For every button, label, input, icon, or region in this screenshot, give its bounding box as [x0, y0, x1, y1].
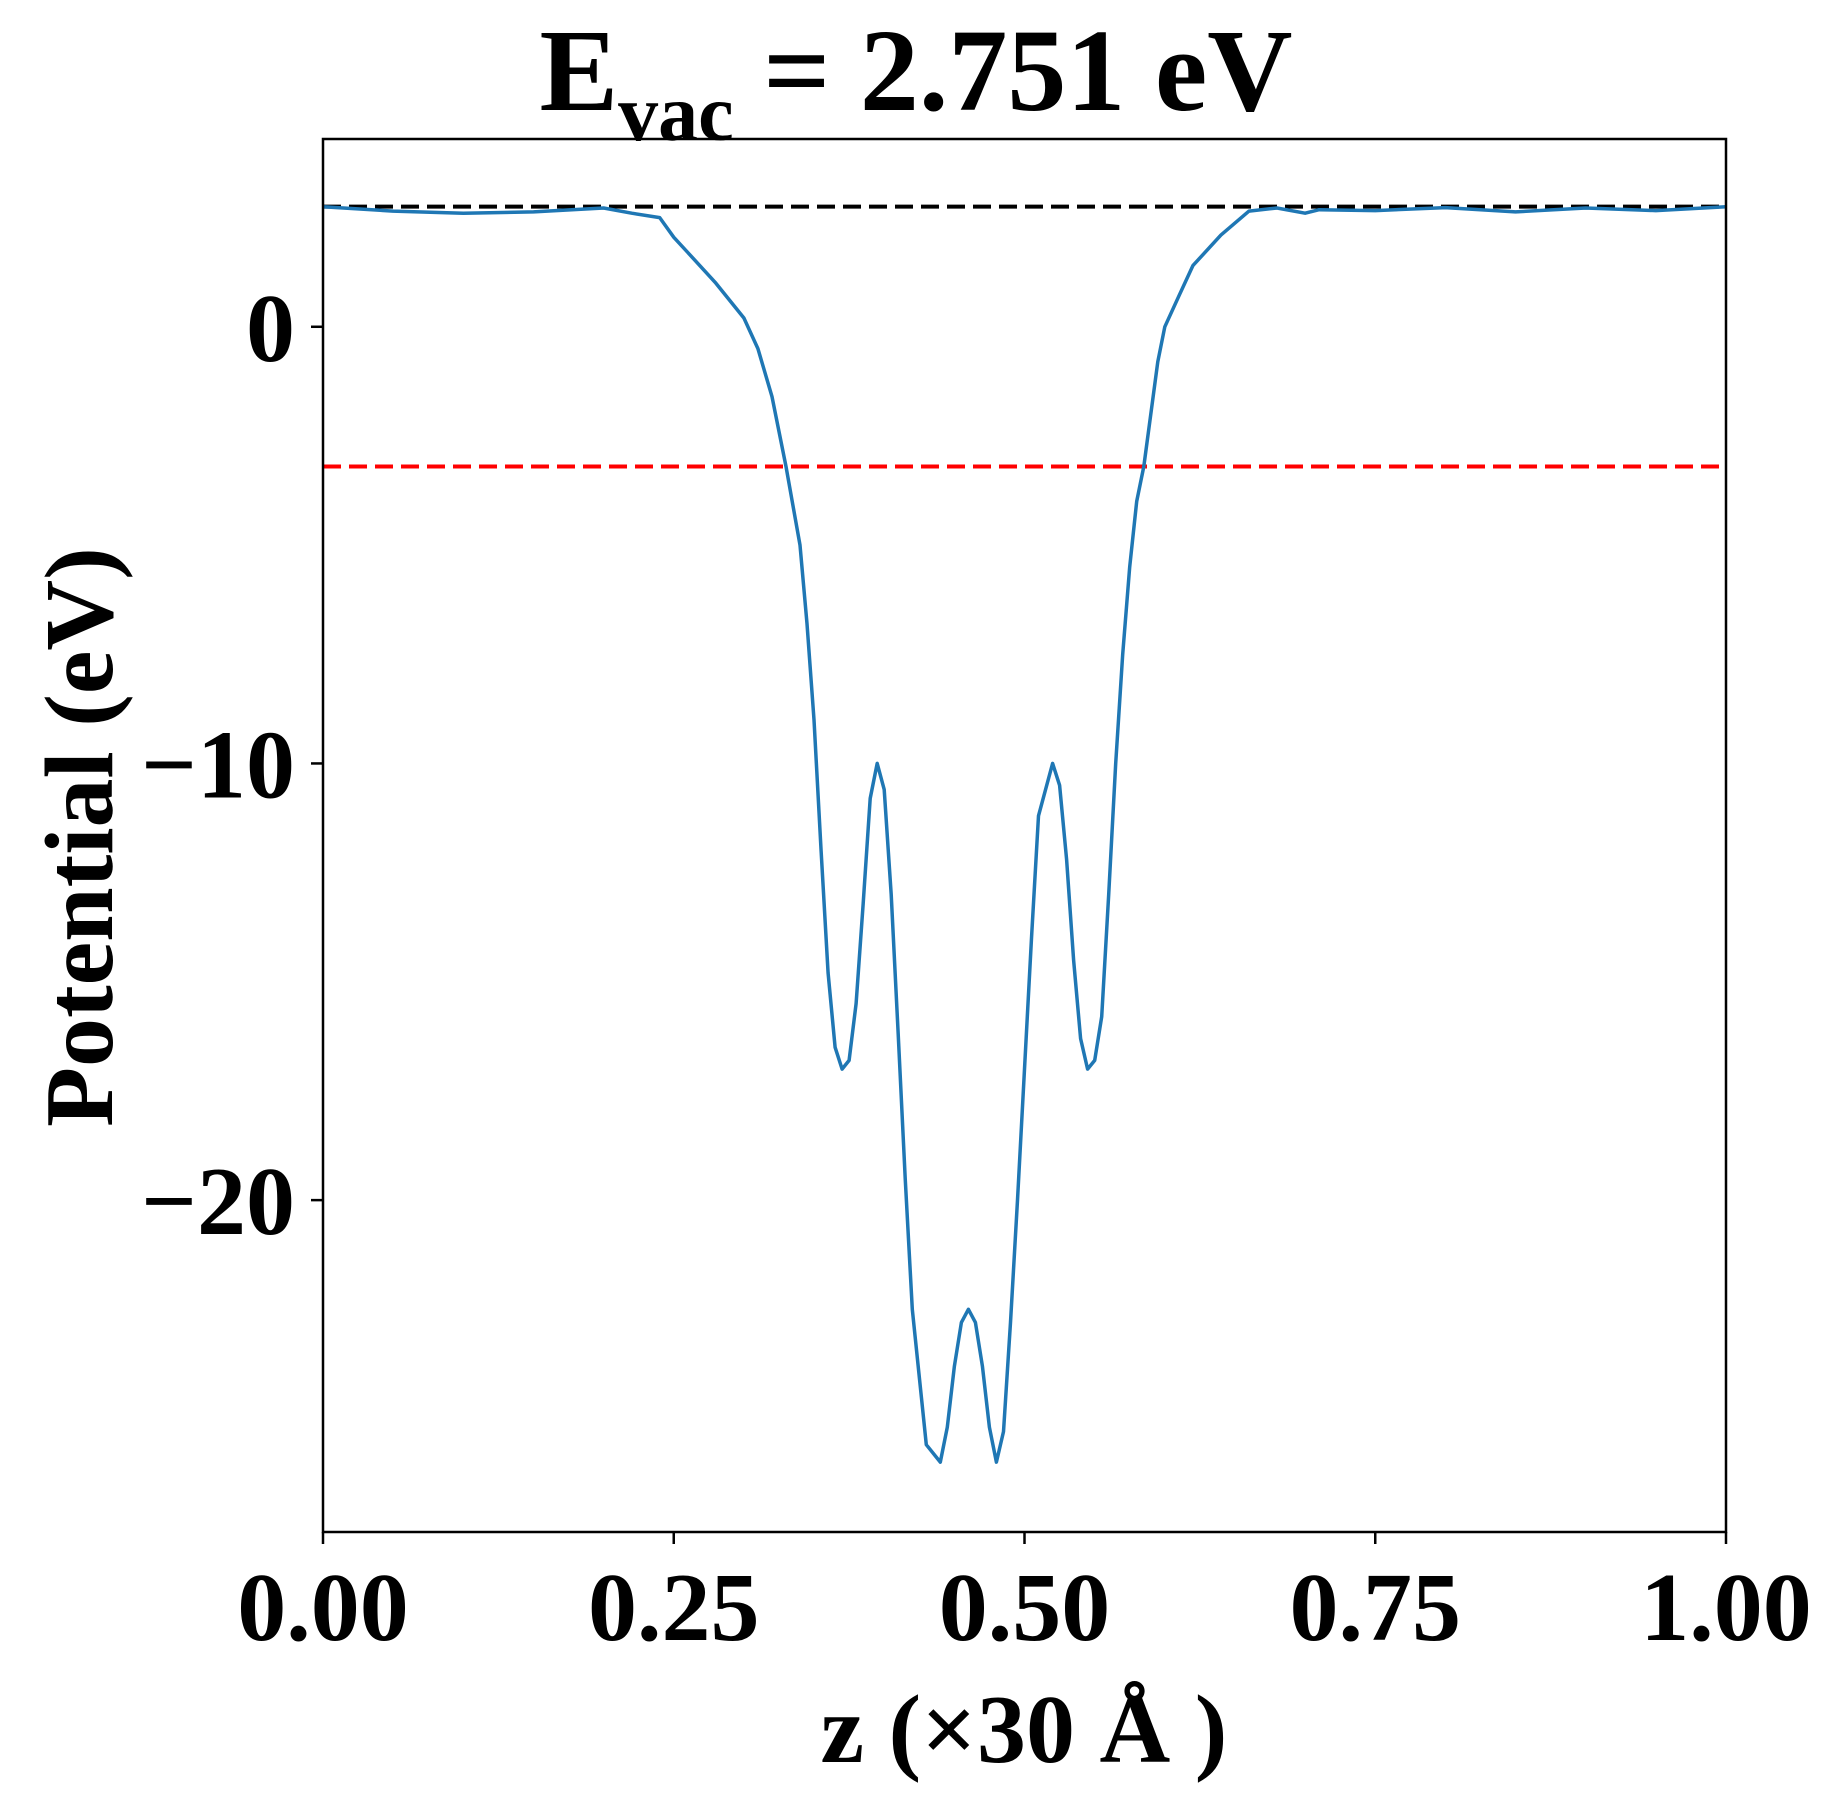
chart-title-rest: = 2.751 eV	[734, 5, 1293, 136]
x-axis-label: z (×30 Å )	[821, 1676, 1228, 1784]
x-tick-label: 0.50	[939, 1554, 1111, 1662]
x-tick-label: 0.75	[1290, 1554, 1462, 1662]
x-tick-label: 0.25	[588, 1554, 760, 1662]
y-tick-label: −10	[141, 711, 295, 819]
y-axis-label: Potential (eV)	[26, 547, 134, 1127]
plot-frame	[321, 137, 1728, 1534]
series-line-0	[322, 204, 1727, 1464]
y-tick-label: 0	[246, 275, 295, 383]
chart-title-main: E	[539, 5, 618, 136]
axis-ticks: 0.00 0.25 0.50 0.75 1.00 0 −10 −20	[141, 275, 1812, 1662]
y-tick-label: −20	[141, 1148, 295, 1256]
x-tick-label: 1.00	[1640, 1554, 1812, 1662]
chart-title: Evac = 2.751 eV	[539, 5, 1292, 158]
x-tick-label: 0.00	[237, 1554, 409, 1662]
chart-title-subscript: vac	[618, 70, 734, 158]
plot-lines	[322, 204, 1727, 1464]
